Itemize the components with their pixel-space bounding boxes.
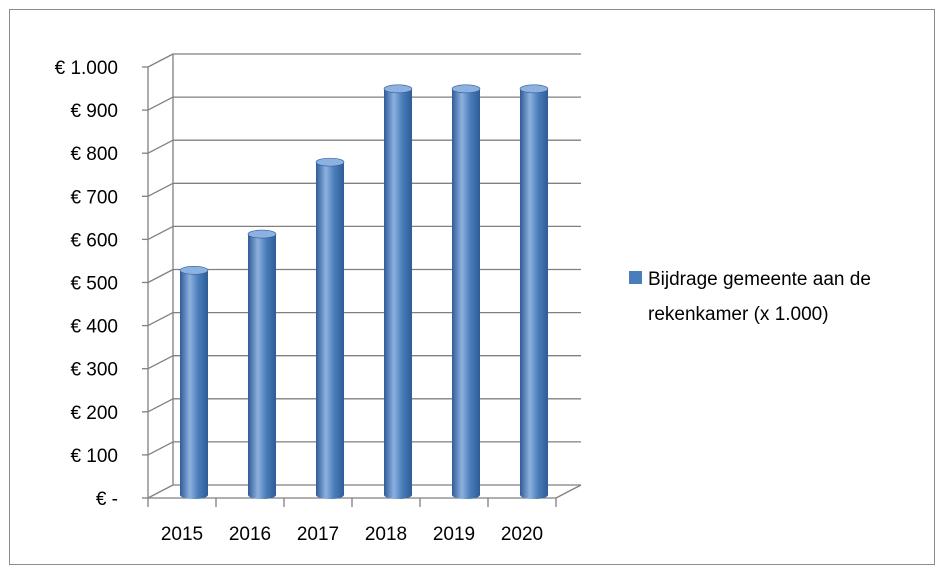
y-tick-label-9: € 900: [70, 101, 118, 122]
gridline-side-7: [147, 182, 174, 197]
bar-2017: [315, 157, 345, 499]
bar-cap-2017: [315, 157, 345, 167]
x-tick-label-2016: 2016: [229, 524, 271, 545]
floor-right-edge: [555, 484, 582, 499]
y-tick-label-2: € 200: [70, 403, 118, 424]
y-tick-label-4: € 400: [70, 317, 118, 338]
x-tick-label-2018: 2018: [365, 524, 407, 545]
y-tick-label-0: € -: [96, 489, 118, 510]
legend: Bijdrage gemeente aan de rekenkamer (x 1…: [629, 269, 871, 325]
bar-cap-2016: [247, 229, 277, 239]
x-tick-label-2019: 2019: [433, 524, 475, 545]
gridline-side-1: [147, 441, 174, 456]
bar-body-2019: [452, 88, 480, 500]
y-tick-label-6: € 600: [70, 230, 118, 251]
y-tick-label-7: € 700: [70, 187, 118, 208]
bars: [179, 84, 549, 500]
x-tick-label-2017: 2017: [297, 524, 339, 545]
bar-2018: [383, 84, 413, 500]
axes: [142, 54, 582, 507]
bar-cap-2019: [451, 84, 481, 94]
bar-body-2020: [520, 88, 548, 500]
bar-body-2018: [384, 88, 412, 500]
bar-2020: [519, 84, 549, 500]
bar-2019: [451, 84, 481, 500]
gridline-side-6: [147, 225, 174, 240]
gridlines: [147, 53, 581, 499]
legend-label-line-1: Bijdrage gemeente aan de: [648, 269, 871, 290]
x-tick-label-2020: 2020: [501, 524, 543, 545]
bar-body-2015: [180, 270, 208, 499]
bar-2016: [247, 229, 277, 499]
gridline-side-2: [147, 398, 174, 413]
y-tick-labels: € - € 100 € 200 € 300 € 400 € 500 € 600 € 700 € …: [55, 58, 118, 510]
legend-label-line-2: rekenkamer (x 1.000): [648, 304, 829, 325]
gridline-side-5: [147, 268, 174, 284]
y-tick-label-10: € 1.000: [55, 58, 118, 79]
gridline-side-4: [147, 312, 174, 327]
bar-cap-2020: [519, 84, 549, 94]
gridline-side-9: [147, 96, 174, 111]
y-tick-label-3: € 300: [70, 360, 118, 381]
bar-body-2016: [248, 234, 276, 499]
gridline-side-8: [147, 139, 174, 154]
gridline-side-3: [147, 355, 174, 370]
bar-2015: [179, 266, 209, 499]
legend-swatch: [629, 271, 642, 284]
bar-body-2017: [316, 162, 344, 499]
gridline-side-10: [147, 53, 174, 68]
gridline-side-0: [147, 484, 174, 499]
y-tick-label-8: € 800: [70, 144, 118, 165]
y-tick-label-5: € 500: [70, 274, 118, 295]
y-tick-label-1: € 100: [70, 446, 118, 467]
x-tick-label-2015: 2015: [161, 524, 203, 545]
x-tick-labels: 2015 2016 2017 2018 2019 2020: [161, 524, 543, 545]
bar-cap-2015: [179, 266, 209, 275]
bar-cap-2018: [383, 84, 413, 94]
